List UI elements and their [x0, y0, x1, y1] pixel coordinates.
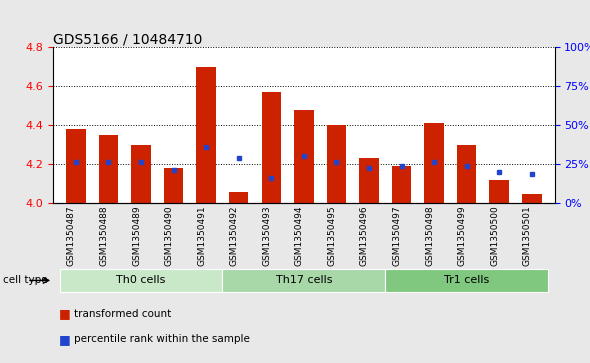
Text: GSM1350488: GSM1350488 — [100, 205, 109, 266]
Text: ■: ■ — [59, 333, 71, 346]
Bar — [66, 129, 86, 203]
Text: GSM1350500: GSM1350500 — [490, 205, 499, 266]
Bar — [457, 145, 477, 203]
Text: GSM1350499: GSM1350499 — [458, 205, 467, 266]
Text: transformed count: transformed count — [74, 309, 171, 319]
Bar — [229, 192, 248, 203]
Text: Th17 cells: Th17 cells — [276, 276, 332, 285]
Bar — [294, 110, 314, 203]
Bar — [327, 125, 346, 203]
Bar — [522, 193, 542, 203]
Text: Th0 cells: Th0 cells — [116, 276, 166, 285]
Text: GSM1350494: GSM1350494 — [295, 205, 304, 266]
Bar — [60, 269, 222, 292]
Text: ■: ■ — [59, 307, 71, 321]
Text: GSM1350496: GSM1350496 — [360, 205, 369, 266]
Bar — [261, 92, 281, 203]
Text: cell type: cell type — [3, 275, 48, 285]
Text: GDS5166 / 10484710: GDS5166 / 10484710 — [53, 32, 202, 46]
Bar — [164, 168, 183, 203]
Text: GSM1350490: GSM1350490 — [165, 205, 173, 266]
Text: Tr1 cells: Tr1 cells — [444, 276, 489, 285]
Text: GSM1350497: GSM1350497 — [392, 205, 402, 266]
Text: GSM1350498: GSM1350498 — [425, 205, 434, 266]
Bar — [424, 123, 444, 203]
Bar — [490, 180, 509, 203]
Text: GSM1350487: GSM1350487 — [67, 205, 76, 266]
Text: percentile rank within the sample: percentile rank within the sample — [74, 334, 250, 344]
Bar — [131, 145, 151, 203]
Bar — [196, 67, 216, 203]
Text: GSM1350489: GSM1350489 — [132, 205, 141, 266]
Bar — [359, 158, 379, 203]
Bar — [99, 135, 118, 203]
Text: GSM1350495: GSM1350495 — [327, 205, 336, 266]
Bar — [392, 166, 411, 203]
Bar — [222, 269, 385, 292]
Text: GSM1350501: GSM1350501 — [523, 205, 532, 266]
Text: GSM1350492: GSM1350492 — [230, 205, 239, 266]
Text: GSM1350493: GSM1350493 — [263, 205, 271, 266]
Bar — [385, 269, 548, 292]
Text: GSM1350491: GSM1350491 — [197, 205, 206, 266]
